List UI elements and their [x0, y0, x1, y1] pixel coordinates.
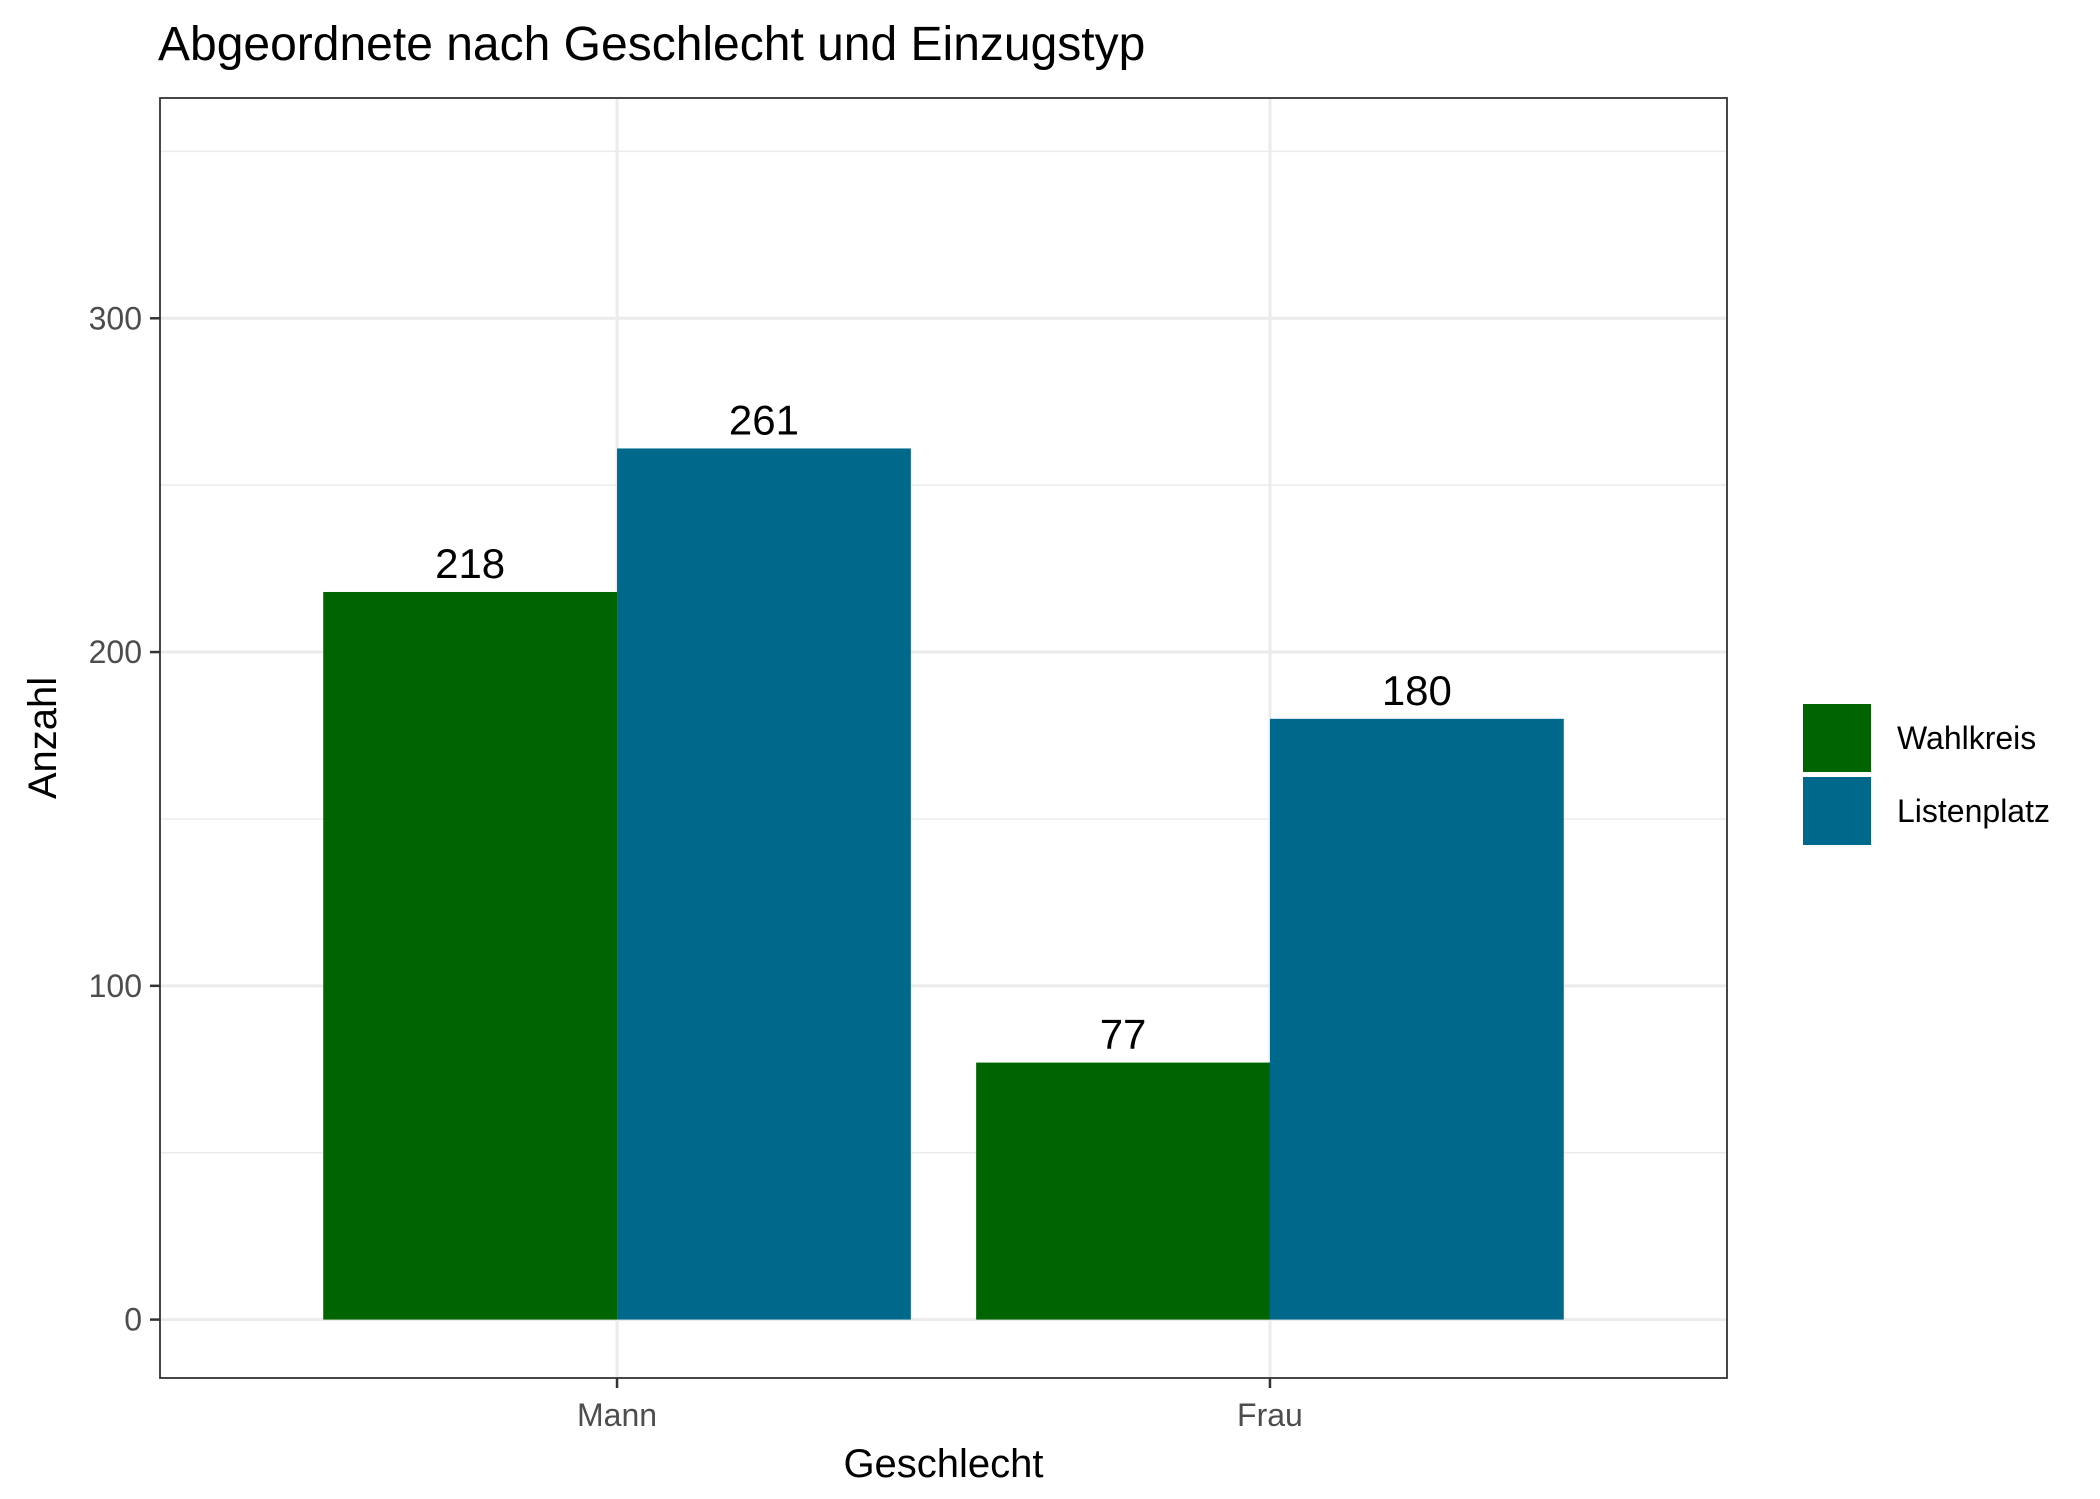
x-tick-label: Frau — [1237, 1397, 1303, 1433]
y-axis: 0 100 200 300 — [89, 300, 160, 1338]
x-tick-label: Mann — [577, 1397, 657, 1433]
bars — [323, 448, 1564, 1320]
legend-key — [1803, 777, 1871, 845]
data-label: 180 — [1382, 667, 1452, 714]
y-axis-title: Anzahl — [21, 677, 65, 799]
legend-label: Wahlkreis — [1897, 720, 2036, 756]
legend-key — [1803, 704, 1871, 772]
bar — [976, 1062, 1270, 1320]
data-label: 261 — [729, 396, 799, 443]
data-label: 77 — [1100, 1011, 1147, 1058]
y-tick-label: 0 — [124, 1302, 142, 1338]
y-tick-label: 300 — [89, 300, 142, 336]
y-tick-label: 200 — [89, 634, 142, 670]
legend: Wahlkreis Listenplatz — [1803, 704, 2050, 845]
x-axis: Mann Frau — [577, 1378, 1303, 1433]
x-axis-title: Geschlecht — [843, 1442, 1043, 1486]
bar — [617, 448, 911, 1320]
plot-border — [159, 97, 1728, 1379]
data-label: 218 — [435, 540, 505, 587]
data-labels: 218 261 77 180 — [435, 396, 1452, 1057]
legend-label: Listenplatz — [1897, 793, 2050, 829]
bar — [323, 591, 618, 1320]
bar — [1269, 718, 1564, 1320]
chart-title: Abgeordnete nach Geschlecht und Einzugst… — [158, 18, 1145, 71]
y-tick-label: 100 — [89, 968, 142, 1004]
